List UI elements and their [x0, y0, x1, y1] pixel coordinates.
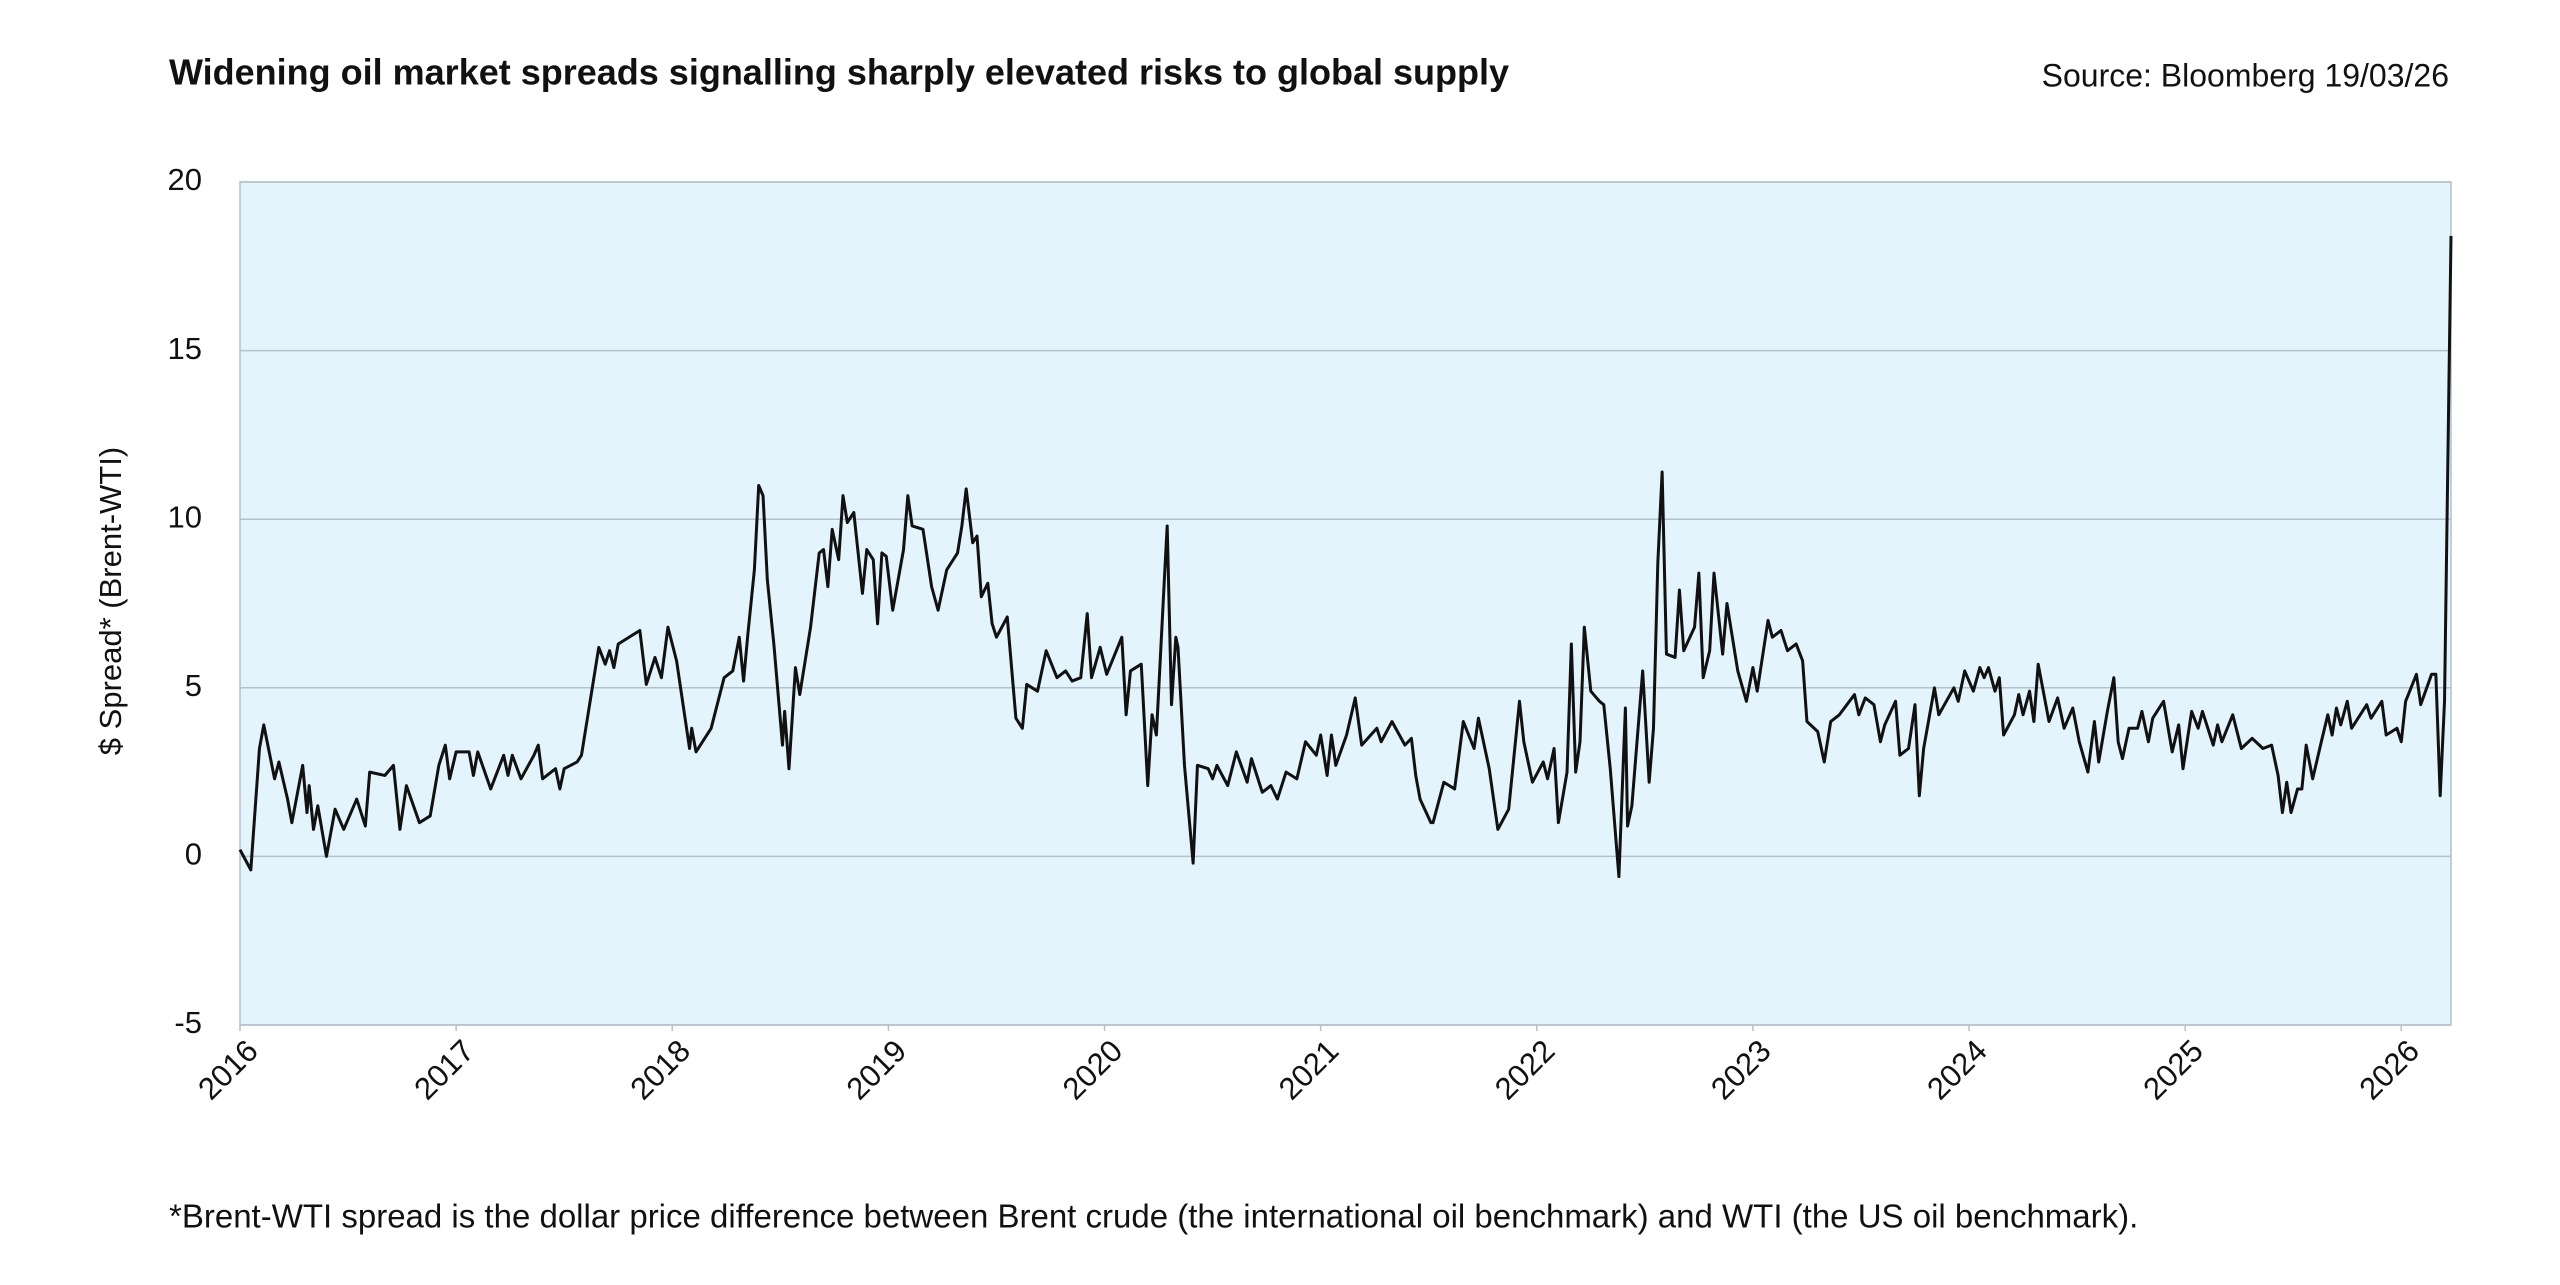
x-tick-label: 2017 — [407, 1033, 481, 1107]
plot-area — [239, 181, 2452, 1026]
y-axis-label: $ Spread* (Brent-WTI) — [93, 447, 128, 755]
x-tick-label: 2022 — [1488, 1033, 1562, 1107]
x-tick-label: 2023 — [1704, 1033, 1778, 1107]
spread-line — [238, 235, 2453, 879]
x-tick-label: 2020 — [1056, 1033, 1130, 1107]
y-tick-label: -5 — [174, 1005, 202, 1040]
y-tick-label: 10 — [168, 499, 202, 534]
y-tick-label: 5 — [185, 668, 202, 703]
x-tick-label: 2018 — [623, 1033, 697, 1107]
x-tick-label: 2016 — [191, 1033, 265, 1107]
x-tick-label: 2024 — [1920, 1033, 1994, 1107]
y-tick-label: 0 — [185, 837, 202, 872]
x-tick-label: 2019 — [840, 1033, 914, 1107]
source: Source: Bloomberg 19/03/26 — [2042, 57, 2449, 93]
x-tick-label: 2025 — [2136, 1033, 2210, 1107]
chart-title: Widening oil market spreads signalling s… — [169, 52, 1509, 93]
y-tick-label: 15 — [168, 331, 202, 366]
y-tick-label: 20 — [168, 162, 202, 197]
x-tick-label: 2021 — [1272, 1033, 1346, 1107]
footnote: *Brent-WTI spread is the dollar price di… — [169, 1198, 2138, 1235]
x-tick-label: 2026 — [2353, 1033, 2427, 1107]
